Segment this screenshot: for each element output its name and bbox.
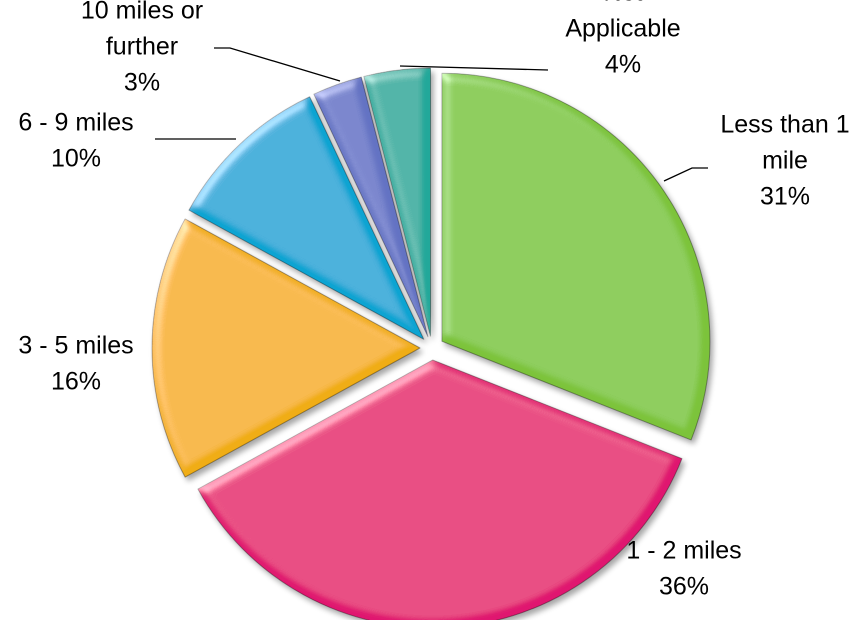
leader-line-less-than-1-mile [663, 167, 708, 182]
pie-slice-10-miles-or-further [313, 76, 429, 338]
slice-value-label: 36% [659, 573, 709, 601]
leader-lines [155, 47, 708, 182]
slice-category-label: Applicable [565, 15, 680, 43]
slice-value-label: 16% [51, 368, 101, 396]
slice-value-label: 3% [124, 69, 160, 97]
slice-category-label: 1 - 2 miles [626, 537, 741, 565]
slice-labels: Less than 1 mile 31% 1 - 2 miles 36% 3 - 5 mi… [18, 0, 849, 601]
leader-line-10-miles-or-further [214, 47, 341, 82]
pie-slice-3-5-miles [151, 218, 421, 478]
pie-slice-6-9-miles [188, 96, 425, 340]
pie-slice-not-applicable [363, 67, 431, 337]
pie-slice-less-than-1-mile [441, 72, 711, 441]
leader-line-not-applicable [399, 65, 549, 71]
slice-category-label: 3 - 5 miles [18, 332, 133, 360]
slice-category-label: 6 - 9 miles [18, 109, 133, 137]
slice-category-label: further [106, 33, 178, 61]
slice-category-label: Not [604, 0, 643, 7]
slice-value-label: 4% [605, 51, 641, 79]
slice-value-label: 10% [51, 145, 101, 173]
slice-category-label: 10 miles or [81, 0, 203, 25]
slice-category-label: Less than 1 [720, 111, 849, 139]
pie-slices [151, 67, 711, 620]
slice-value-label: 31% [760, 183, 810, 211]
pie-slice-1-2-miles [197, 359, 683, 620]
slice-category-label: mile [762, 147, 808, 175]
